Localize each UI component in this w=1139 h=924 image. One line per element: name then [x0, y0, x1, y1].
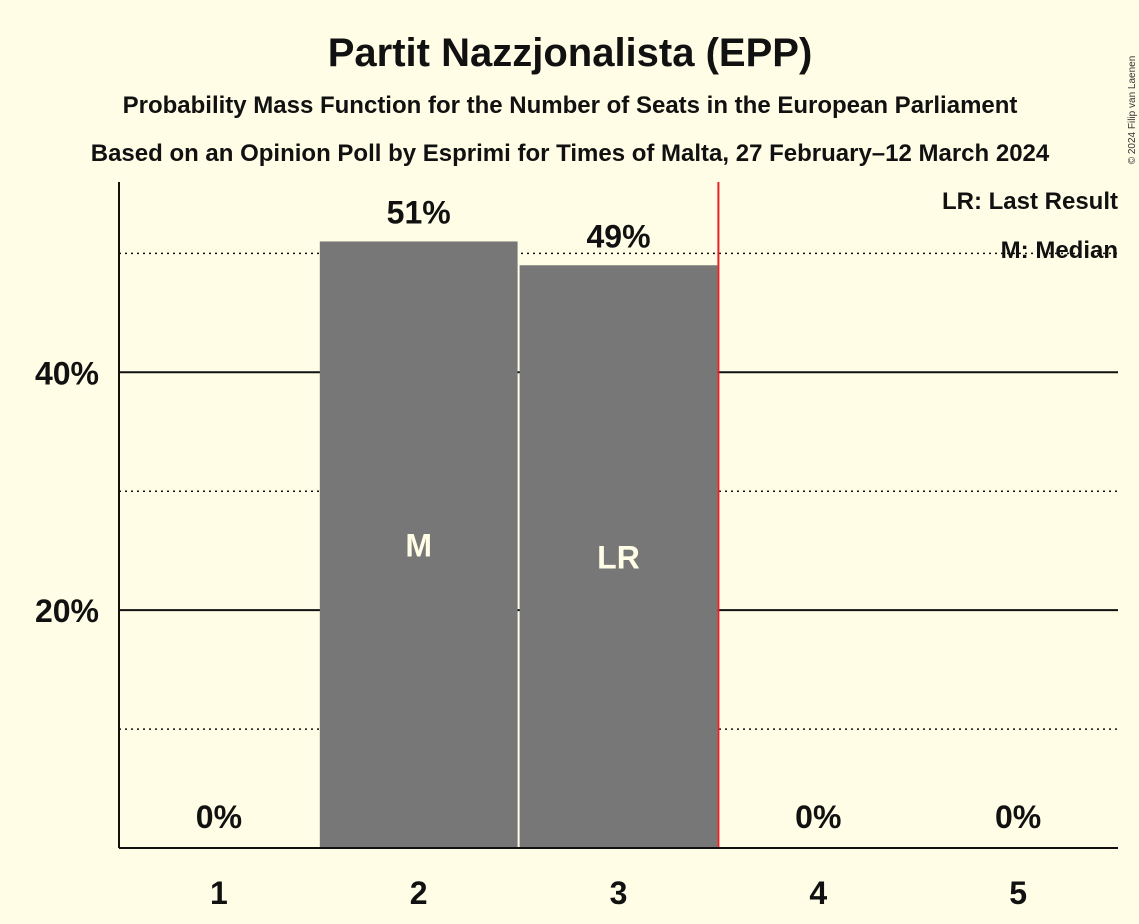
- chart-subtitle-poll: Based on an Opinion Poll by Esprimi for …: [91, 140, 1050, 167]
- bar-value-label-4: 0%: [795, 799, 841, 835]
- y-tick-label-20: 20%: [35, 593, 99, 629]
- x-tick-label-2: 2: [410, 875, 428, 911]
- x-tick-label-5: 5: [1009, 875, 1027, 911]
- bar-value-label-1: 0%: [196, 799, 242, 835]
- x-tick-label-3: 3: [610, 875, 628, 911]
- legend-median: M: Median: [1001, 237, 1118, 264]
- bar-value-label-5: 0%: [995, 799, 1041, 835]
- bar-marker-m: M: [405, 528, 432, 564]
- x-tick-label-1: 1: [210, 875, 228, 911]
- chart-title: Partit Nazzjonalista (EPP): [328, 31, 813, 75]
- bar-2: [319, 241, 518, 848]
- bar-3: [519, 265, 718, 848]
- chart-subtitle: Probability Mass Function for the Number…: [123, 92, 1018, 119]
- bar-marker-lr: LR: [597, 540, 640, 576]
- copyright-notice: © 2024 Filip van Laenen: [1127, 56, 1138, 165]
- y-tick-label-40: 40%: [35, 355, 99, 391]
- bar-value-label-3: 49%: [586, 218, 650, 254]
- legend-last-result: LR: Last Result: [942, 188, 1118, 215]
- plot-area: 20%40%0%151%249%30%40%5M LR: [35, 182, 1118, 911]
- bar-value-label-2: 51%: [387, 194, 451, 230]
- x-tick-label-4: 4: [809, 875, 827, 911]
